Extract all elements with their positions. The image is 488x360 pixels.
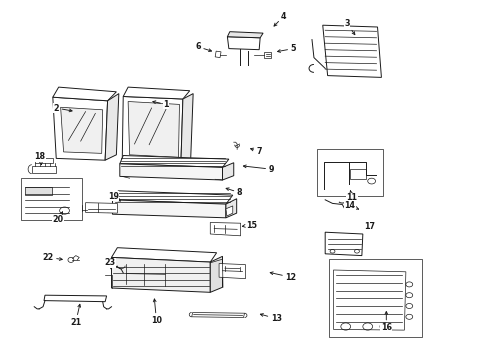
Text: 14: 14 bbox=[344, 201, 358, 210]
Polygon shape bbox=[85, 203, 117, 213]
Text: 23: 23 bbox=[104, 258, 115, 269]
Polygon shape bbox=[35, 158, 53, 163]
Polygon shape bbox=[227, 32, 263, 38]
Polygon shape bbox=[32, 166, 56, 173]
Text: 7: 7 bbox=[250, 147, 262, 156]
Text: 20: 20 bbox=[52, 212, 63, 224]
Polygon shape bbox=[112, 200, 225, 218]
Bar bbox=[20, 178, 81, 220]
Polygon shape bbox=[128, 102, 179, 157]
Polygon shape bbox=[107, 204, 113, 212]
Polygon shape bbox=[222, 163, 233, 180]
Polygon shape bbox=[105, 94, 119, 160]
Polygon shape bbox=[120, 156, 228, 167]
Polygon shape bbox=[123, 87, 189, 99]
Text: 3: 3 bbox=[344, 19, 354, 35]
Text: 5: 5 bbox=[277, 44, 296, 53]
Polygon shape bbox=[191, 312, 244, 318]
Polygon shape bbox=[210, 222, 240, 236]
Polygon shape bbox=[325, 232, 362, 256]
Polygon shape bbox=[53, 87, 116, 101]
Text: 4: 4 bbox=[273, 12, 286, 26]
Polygon shape bbox=[215, 51, 221, 58]
Text: 6: 6 bbox=[195, 42, 211, 51]
Polygon shape bbox=[322, 25, 381, 77]
Polygon shape bbox=[333, 270, 405, 330]
Text: 8: 8 bbox=[225, 188, 242, 197]
Text: 19: 19 bbox=[108, 192, 120, 201]
Text: 16: 16 bbox=[380, 312, 391, 332]
Bar bbox=[328, 259, 421, 337]
Text: 22: 22 bbox=[42, 253, 62, 262]
Polygon shape bbox=[25, 187, 52, 195]
Text: 21: 21 bbox=[70, 304, 81, 327]
Polygon shape bbox=[61, 107, 102, 153]
Text: 11: 11 bbox=[346, 190, 357, 202]
Polygon shape bbox=[53, 97, 107, 160]
Polygon shape bbox=[227, 37, 260, 50]
Polygon shape bbox=[181, 94, 193, 163]
Polygon shape bbox=[120, 164, 222, 180]
Polygon shape bbox=[111, 257, 210, 292]
Text: 1: 1 bbox=[153, 100, 169, 109]
Polygon shape bbox=[44, 295, 106, 302]
Polygon shape bbox=[264, 52, 271, 58]
Polygon shape bbox=[122, 96, 183, 163]
Bar bbox=[316, 149, 382, 196]
Polygon shape bbox=[112, 191, 232, 204]
Polygon shape bbox=[349, 169, 365, 179]
Text: 15: 15 bbox=[242, 220, 257, 230]
Text: 10: 10 bbox=[151, 299, 162, 325]
Text: 17: 17 bbox=[363, 222, 374, 231]
Polygon shape bbox=[219, 264, 245, 279]
Text: 12: 12 bbox=[270, 272, 296, 282]
Polygon shape bbox=[210, 256, 222, 292]
Text: 13: 13 bbox=[260, 314, 281, 323]
Polygon shape bbox=[225, 199, 236, 218]
Polygon shape bbox=[111, 248, 216, 262]
Text: 9: 9 bbox=[243, 165, 274, 174]
Text: 2: 2 bbox=[53, 104, 72, 112]
Text: 18: 18 bbox=[35, 152, 45, 165]
Polygon shape bbox=[225, 206, 232, 216]
